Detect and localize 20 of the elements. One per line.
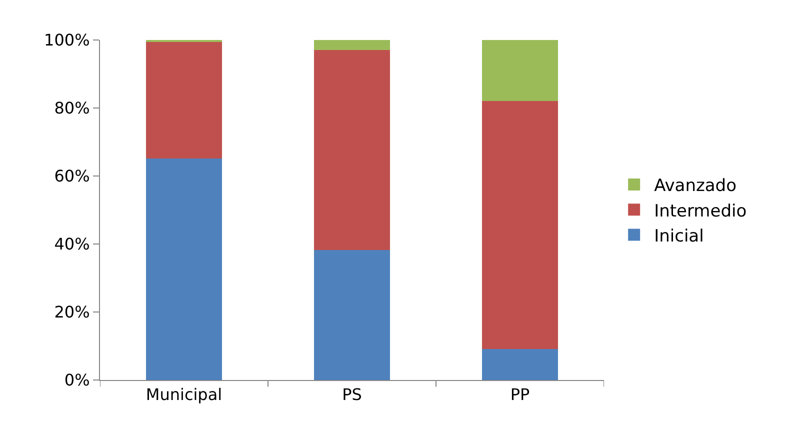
legend-label: Inicial [654, 226, 704, 246]
bar [146, 158, 222, 380]
y-tick-label: 20% [54, 302, 90, 322]
bar [482, 349, 558, 380]
y-tick-label: 60% [54, 166, 90, 186]
legend-label: Avanzado [654, 176, 736, 196]
y-tick-label: 80% [54, 98, 90, 118]
x-tick-label: PP [510, 385, 530, 404]
y-tick-label: 40% [54, 234, 90, 254]
bar [314, 50, 390, 250]
bar [314, 250, 390, 380]
bar [146, 42, 222, 158]
x-tick-label: PS [342, 385, 362, 404]
y-tick-label: 0% [64, 370, 90, 390]
bar [482, 101, 558, 350]
bar [314, 40, 390, 50]
y-tick-label: 100% [44, 30, 90, 50]
x-tick-label: Municipal [146, 385, 222, 404]
legend-label: Intermedio [654, 201, 747, 222]
bar [482, 40, 558, 102]
